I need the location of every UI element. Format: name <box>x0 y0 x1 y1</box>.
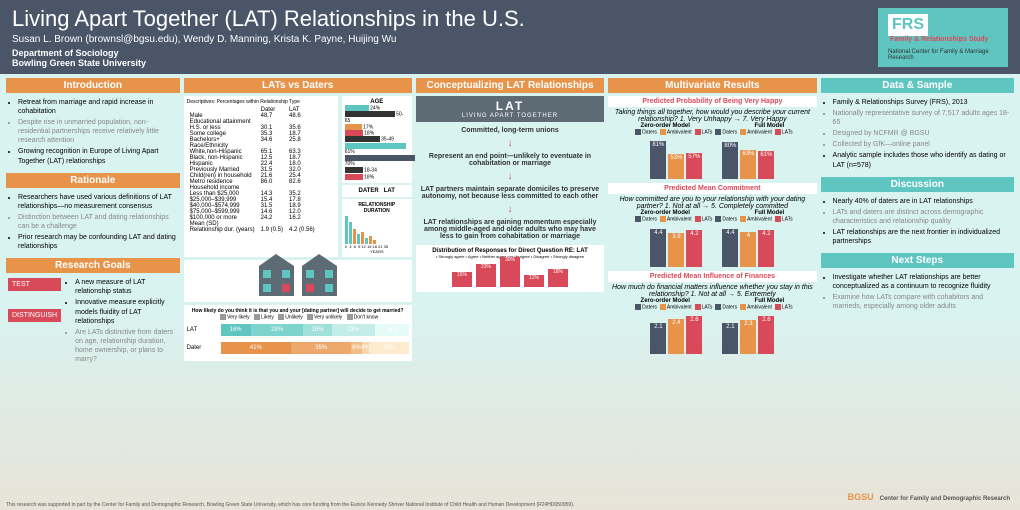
concept-line: Committed, long-term unions <box>416 125 604 136</box>
list-item: LAT relationships are the next frontier … <box>833 228 1012 246</box>
disc-header: Discussion <box>821 177 1014 192</box>
authors: Susan L. Brown (brownsl@bgsu.edu), Wendy… <box>12 34 1008 45</box>
dater-lat-label: DATER LAT <box>342 185 412 197</box>
list-item: Family & Relationships Survey (FRS), 201… <box>833 98 1012 107</box>
list-item: Despite rise in unmarried population, no… <box>18 118 178 145</box>
multi-section: Predicted Mean CommitmentHow committed a… <box>608 183 816 270</box>
list-item: LATs and daters are distinct across demo… <box>833 208 1012 226</box>
lvd-header: LATs vs Daters <box>184 78 412 93</box>
frs-logo: FRSFamily & Relationships Study National… <box>878 8 1008 67</box>
rationale-body: Researchers have used various definition… <box>6 191 180 256</box>
poster-header: Living Apart Together (LAT) Relationship… <box>0 0 1020 74</box>
goals-body: TEST DISTINGUISH A new measure of LAT re… <box>6 276 180 368</box>
poster-body: Introduction Retreat from marriage and r… <box>0 74 1020 372</box>
data-body: Family & Relationships Survey (FRS), 201… <box>821 96 1014 174</box>
dist-chart: Distribution of Responses for Direct Que… <box>416 245 604 292</box>
lat-banner: LAT LIVING APART TOGETHER <box>416 96 604 122</box>
concept-line: LAT relationships are gaining momentum e… <box>416 217 604 242</box>
list-item: Are LATs distinctive from daters on age,… <box>75 328 177 364</box>
data-header: Data & Sample <box>821 78 1014 93</box>
next-header: Next Steps <box>821 253 1014 268</box>
lvd-desc: Descriptives: Percentages within Relatio… <box>187 99 335 105</box>
list-item: Analytic sample includes those who ident… <box>833 151 1012 169</box>
department: Department of Sociology <box>12 48 1008 58</box>
duration-chart: RELATIONSHIP DURATION 0 3 6 9 12 15 18 2… <box>342 199 412 257</box>
intro-body: Retreat from marriage and rapid increase… <box>6 96 180 170</box>
disc-body: Nearly 40% of daters are in LAT relation… <box>821 195 1014 250</box>
concept-line: LAT partners maintain separate domiciles… <box>416 184 604 202</box>
list-item: Innovative measure explicitly models flu… <box>75 298 177 325</box>
next-body: Investigate whether LAT relationships ar… <box>821 271 1014 315</box>
list-item: Growing recognition in Europe of Living … <box>18 147 178 165</box>
multi-header: Multivariate Results <box>608 78 816 93</box>
list-item: Prior research may be confounding LAT an… <box>18 233 178 251</box>
distinguish-tag: DISTINGUISH <box>8 309 61 322</box>
list-item: A new measure of LAT relationship status <box>75 278 177 296</box>
test-tag: TEST <box>8 278 61 291</box>
list-item: Nationally representative survey of 7,51… <box>833 109 1012 127</box>
multi-section: Predicted Mean Influence of FinancesHow … <box>608 271 816 358</box>
footer-text: This research was supported in part by t… <box>6 502 574 508</box>
marry-chart: How likely do you think it is that you a… <box>184 305 412 361</box>
list-item: Designed by NCFMR @ BGSU <box>833 129 1012 138</box>
list-item: Retreat from marriage and rapid increase… <box>18 98 178 116</box>
intro-header: Introduction <box>6 78 180 93</box>
concept-line: Represent an end point—unlikely to event… <box>416 151 604 169</box>
list-item: Collected by GfK—online panel <box>833 140 1012 149</box>
bgsu-logo: BGSUCenter for Family and Demographic Re… <box>848 492 1010 502</box>
list-item: Researchers have used various definition… <box>18 193 178 211</box>
goals-header: Research Goals <box>6 258 180 273</box>
university: Bowling Green State University <box>12 58 1008 68</box>
multi-section: Predicted Probability of Being Very Happ… <box>608 96 816 183</box>
rationale-header: Rationale <box>6 173 180 188</box>
list-item: Nearly 40% of daters are in LAT relation… <box>833 197 1012 206</box>
list-item: Distinction between LAT and dating relat… <box>18 213 178 231</box>
concept-header: Conceptualizing LAT Relationships <box>416 78 604 93</box>
houses-graphic <box>184 260 412 302</box>
descriptives-table: DaterLATMale48.748.6Educational attainme… <box>187 107 318 233</box>
age-chart: AGE 24% 50-65 17% 18% 35-49 61% 70% 18-3… <box>342 96 412 183</box>
list-item: Examine how LATs compare with cohabitors… <box>833 293 1012 311</box>
list-item: Investigate whether LAT relationships ar… <box>833 273 1012 291</box>
poster-title: Living Apart Together (LAT) Relationship… <box>12 6 1008 32</box>
